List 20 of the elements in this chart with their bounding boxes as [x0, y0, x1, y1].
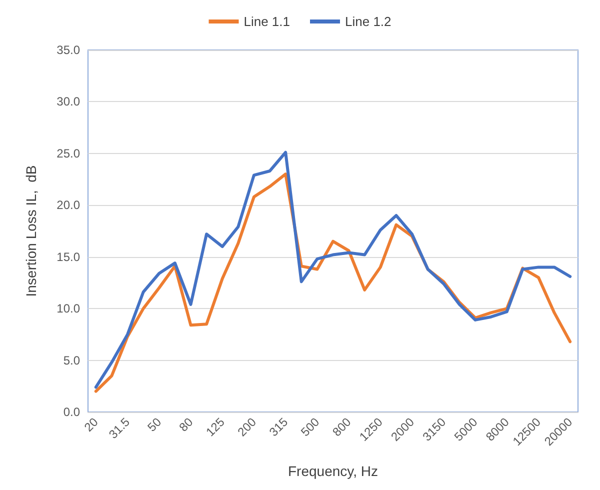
y-tick-label: 5.0 [63, 353, 80, 368]
x-tick-label: 80 [176, 414, 196, 434]
y-tick-label: 15.0 [56, 250, 80, 264]
x-tick-label: 500 [298, 414, 322, 440]
y-tick-label: 30.0 [56, 94, 80, 109]
y-tick-label: 25.0 [56, 146, 80, 160]
y-axis-title: Insertion Loss IL, dB [23, 165, 39, 297]
y-tick-label: 0.0 [63, 405, 80, 419]
legend-label: Line 1.1 [244, 14, 290, 29]
y-tick-label: 35.0 [56, 43, 80, 57]
x-tick-label: 125 [203, 414, 228, 440]
y-tick-label: 20.0 [56, 198, 80, 212]
x-tick-label: 315 [266, 414, 291, 440]
x-axis-title: Frequency, Hz [288, 463, 378, 479]
x-tick-label: 20 [82, 414, 102, 434]
y-tick-label: 10.0 [56, 302, 80, 316]
x-tick-label: 200 [234, 414, 260, 440]
x-tick-label: 50 [144, 414, 164, 434]
x-tick-label: 800 [330, 414, 354, 440]
legend-label: Line 1.2 [345, 14, 392, 29]
